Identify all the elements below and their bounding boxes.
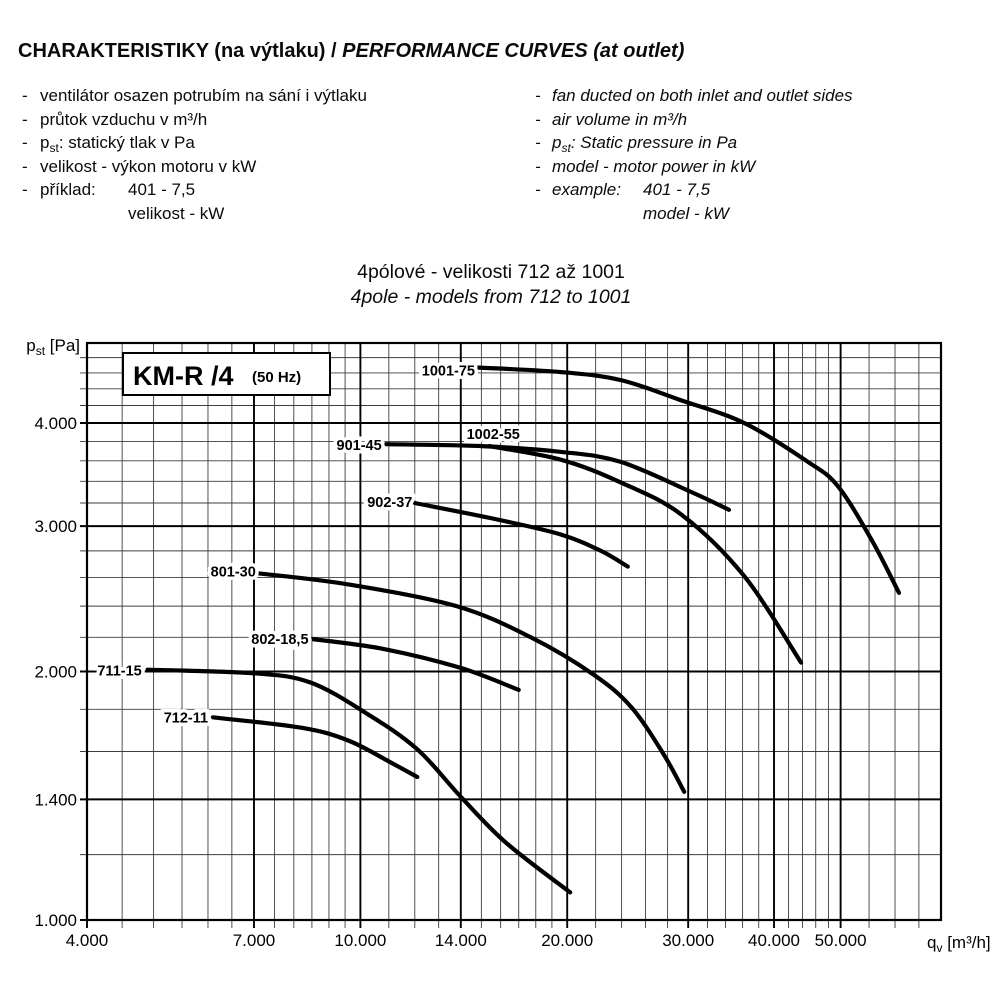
bullet-dash: - [535, 86, 541, 105]
chart-subtitle: 4pólové - velikosti 712 až 1001 4pole - … [0, 260, 982, 310]
curves [145, 365, 902, 895]
bullet-dash: - [22, 180, 28, 199]
list-item: - example: 401 - 7,5 [535, 180, 853, 204]
bullet-dash: - [22, 156, 28, 176]
list-item: - pst: statický tlak v Pa [22, 133, 367, 157]
x-tick-label: 4.000 [66, 931, 109, 950]
model-box-frequency: (50 Hz) [252, 369, 301, 386]
y-tick-label: 1.400 [34, 790, 77, 809]
bullet-text: example: [552, 180, 621, 199]
bullet-text: pst: Static pressure in Pa [552, 133, 738, 155]
list-item: - pst: Static pressure in Pa [535, 133, 853, 157]
x-tick-label: 7.000 [233, 931, 276, 950]
list-item: - fan ducted on both inlet and outlet sid… [535, 86, 853, 110]
bullet-text: pst: statický tlak v Pa [40, 133, 195, 155]
curve-802-18,5 [309, 636, 521, 692]
bullet-text: ventilátor osazen potrubím na sání i výt… [40, 86, 367, 105]
list-item: - průtok vzduchu v m³/h [22, 110, 367, 134]
x-tick-label: 30.000 [662, 931, 714, 950]
example-value: 401 - 7,5 [643, 180, 711, 199]
curve-712-11 [210, 715, 420, 780]
x-tick-label: 40.000 [748, 931, 800, 950]
list-item: - model - motor power in kW [535, 157, 853, 181]
curve-labels: 1001-75 1002-55 901-45 902-37 801-30 802-18,5… [94, 360, 523, 730]
bullet-dash: - [535, 109, 541, 129]
example-value: 401 - 7,5 [128, 180, 196, 199]
x-tick-label: 20.000 [541, 931, 593, 950]
curve-label-901-45: 901-45 [337, 438, 382, 454]
curve-label-712-11: 712-11 [164, 710, 208, 726]
bullet-text: air volume in m³/h [552, 109, 688, 129]
curve-801-30 [256, 571, 687, 794]
x-tick-label: 10.000 [334, 931, 386, 950]
curve-902-37 [412, 500, 630, 569]
model-box-title: KM-R /4 [133, 361, 234, 391]
list-item: model - kW [535, 204, 853, 228]
page-title-english: PERFORMANCE CURVES (at outlet) [342, 40, 685, 62]
bullet-dash: - [22, 133, 28, 152]
pressure-subscript: st [561, 141, 571, 155]
pressure-text: : statický tlak v Pa [58, 133, 195, 152]
list-item: velikost - kW [22, 204, 367, 228]
chart-subtitle-czech: 4pólové - velikosti 712 až 1001 [357, 261, 625, 283]
list-item: - ventilátor osazen potrubím na sání i vý… [22, 86, 367, 110]
bullet-list-czech: - ventilátor osazen potrubím na sání i vý… [22, 86, 367, 227]
curve-label-802-18,5: 802-18,5 [251, 632, 308, 648]
axis-tick-labels: 4.000 7.000 10.000 14.000 20.000 30.000 40.000… [34, 414, 866, 950]
bullet-dash: - [535, 180, 541, 199]
page-title-czech: CHARAKTERISTIKY (na výtlaku) / [18, 40, 337, 62]
curve-label-1001-75: 1001-75 [422, 363, 475, 379]
bullet-list-english: - fan ducted on both inlet and outlet sid… [535, 86, 853, 227]
bullet-text: velikost - výkon motoru v kW [40, 156, 257, 176]
y-tick-label: 2.000 [34, 662, 77, 681]
list-item: - air volume in m³/h [535, 110, 853, 134]
list-item: - velikost - výkon motoru v kW [22, 157, 367, 181]
y-axis-title: pst [Pa] [26, 336, 80, 358]
bullet-text: model - motor power in kW [552, 156, 756, 176]
model-box-frame [122, 352, 331, 396]
y-tick-label: 4.000 [34, 414, 77, 433]
curve-1001-75 [475, 365, 902, 595]
x-tick-label: 50.000 [815, 931, 867, 950]
curve-label-801-30: 801-30 [211, 564, 256, 580]
curve-1002-55 [487, 444, 804, 665]
curve-711-15 [145, 667, 573, 895]
curve-901-45 [384, 442, 732, 512]
x-tick-label: 14.000 [435, 931, 487, 950]
pressure-subscript: st [49, 141, 59, 155]
model-box: KM-R /4 (50 Hz) [122, 352, 331, 396]
pressure-symbol: p [552, 133, 562, 152]
grid-minor [80, 343, 941, 928]
plot-border [85, 341, 943, 922]
y-tick-label: 3.000 [34, 517, 77, 536]
x-axis-title: qv [m³/h] [927, 933, 991, 955]
bullet-dash: - [22, 109, 28, 129]
pressure-symbol: p [40, 133, 50, 152]
curve-label-902-37: 902-37 [367, 495, 412, 511]
pressure-text: : Static pressure in Pa [570, 133, 738, 152]
list-item: - příklad: 401 - 7,5 [22, 180, 367, 204]
bullet-dash: - [22, 86, 28, 105]
bullet-text: průtok vzduchu v m³/h [40, 109, 208, 129]
bullet-text: fan ducted on both inlet and outlet side… [552, 86, 853, 105]
example-caption: model - kW [643, 203, 729, 223]
curve-label-711-15: 711-15 [97, 664, 141, 680]
page-title: CHARAKTERISTIKY (na výtlaku) / PERFORMAN… [18, 40, 684, 63]
bullet-dash: - [535, 133, 541, 152]
y-tick-label: 1.000 [34, 911, 77, 930]
example-caption: velikost - kW [128, 203, 225, 223]
bullet-text: příklad: [40, 180, 96, 199]
chart-subtitle-english: 4pole - models from 712 to 1001 [350, 286, 632, 308]
bullet-dash: - [535, 156, 541, 176]
curve-label-1002-55: 1002-55 [467, 427, 520, 443]
